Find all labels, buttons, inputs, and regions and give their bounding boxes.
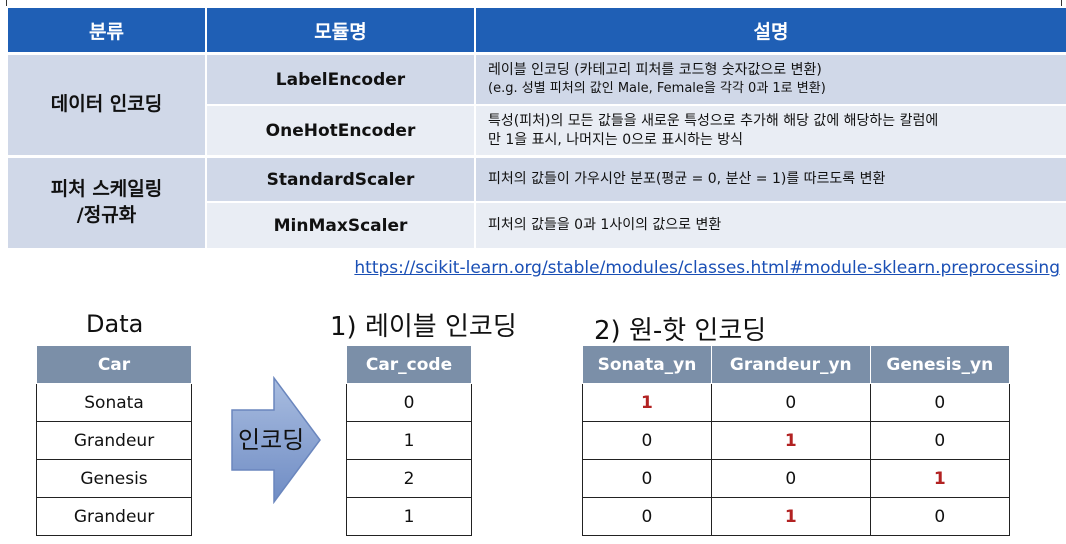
category-label: 피처 스케일링 xyxy=(50,178,163,201)
table-cell: 1 xyxy=(346,497,472,536)
table-cell: Grandeur xyxy=(36,497,192,536)
module-name: OneHotEncoder xyxy=(265,120,416,141)
header-category: 분류 xyxy=(8,8,205,52)
module-name: MinMaxScaler xyxy=(273,215,408,236)
category-label: /정규화 xyxy=(76,204,137,226)
header-module: 모듈명 xyxy=(207,8,474,52)
table-cell: 1 xyxy=(346,421,472,460)
table-row: Grandeur xyxy=(36,497,192,536)
table-cell: Sonata xyxy=(36,383,192,422)
category-label: 데이터 인코딩 xyxy=(50,93,163,116)
category-feature-scaling: 피처 스케일링 /정규화 xyxy=(8,158,205,248)
table-row: 1 xyxy=(346,421,472,460)
right-arrow-icon xyxy=(231,376,321,504)
table-cell: 0 xyxy=(869,383,1011,422)
desc-onehotencoder: 특성(피처)의 모든 값들을 새로운 특성으로 추가해 해당 값에 해당하는 칼… xyxy=(476,106,1066,155)
table-cell: 0 xyxy=(582,421,712,460)
table-row: Genesis xyxy=(36,459,192,498)
data-title: Data xyxy=(86,310,144,338)
desc-line: (e.g. 성별 피처의 값인 Male, Female을 각각 0과 1로 변… xyxy=(488,81,826,97)
table-cell: 0 xyxy=(710,383,871,422)
onehot-encoding-title: 2) 원-핫 인코딩 xyxy=(594,316,767,346)
table-cell: 1 xyxy=(869,459,1011,498)
desc-line: 피처의 값들이 가우시안 분포(평균 = 0, 분산 = 1)를 따르도록 변환 xyxy=(488,171,886,188)
table-row: Grandeur xyxy=(36,421,192,460)
table-cell: 0 xyxy=(710,459,871,498)
data-table: Car Sonata Grandeur Genesis Grandeur xyxy=(36,345,192,536)
module-name: LabelEncoder xyxy=(275,69,406,90)
table-row: 2 xyxy=(346,459,472,498)
module-name: StandardScaler xyxy=(266,169,415,190)
desc-line: 레이블 인코딩 (카테고리 피처를 코드형 숫자값으로 변환) xyxy=(488,62,822,79)
onehot-header: Grandeur_yn xyxy=(710,345,871,384)
label-encoding-table: Car_code 0 1 2 1 xyxy=(346,345,472,536)
label-encoding-title: 1) 레이블 인코딩 xyxy=(330,312,517,342)
header-description: 설명 xyxy=(476,8,1066,52)
table-row: Sonata xyxy=(36,383,192,422)
desc-standardscaler: 피처의 값들이 가우시안 분포(평균 = 0, 분산 = 1)를 따르도록 변환 xyxy=(476,158,1066,201)
data-header: Car xyxy=(36,345,192,384)
table-cell: 1 xyxy=(710,421,871,460)
table-row: 0 xyxy=(346,383,472,422)
table-row: 1 xyxy=(346,497,472,536)
table-cell: Grandeur xyxy=(36,421,192,460)
desc-line: 특성(피처)의 모든 값들을 새로운 특성으로 추가해 해당 값에 해당하는 칼… xyxy=(488,112,939,129)
table-row: 1 0 0 xyxy=(582,383,1011,422)
desc-labelencoder: 레이블 인코딩 (카테고리 피처를 코드형 숫자값으로 변환) (e.g. 성별… xyxy=(476,55,1066,104)
desc-line: 피처의 값들을 0과 1사이의 값으로 변환 xyxy=(488,217,722,234)
table-cell: 0 xyxy=(869,421,1011,460)
top-border xyxy=(6,0,1062,6)
arrow-label: 인코딩 xyxy=(238,426,305,454)
sklearn-preprocessing-link[interactable]: https://scikit-learn.org/stable/modules/… xyxy=(354,258,1060,278)
label-header: Car_code xyxy=(346,345,472,384)
onehot-header: Genesis_yn xyxy=(869,345,1011,384)
module-minmaxscaler: MinMaxScaler xyxy=(207,203,474,248)
preprocessing-reference-table: 분류 모듈명 설명 데이터 인코딩 LabelEncoder 레이블 인코딩 (… xyxy=(8,8,1066,248)
table-cell: 0 xyxy=(582,497,712,536)
table-cell: 1 xyxy=(710,497,871,536)
table-row: 0 1 0 xyxy=(582,497,1011,536)
onehot-header: Sonata_yn xyxy=(582,345,712,384)
table-cell: 0 xyxy=(582,459,712,498)
module-onehotencoder: OneHotEncoder xyxy=(207,106,474,155)
onehot-encoding-table: Sonata_yn Grandeur_yn Genesis_yn 1 0 0 0… xyxy=(582,345,1011,536)
category-data-encoding: 데이터 인코딩 xyxy=(8,55,205,155)
table-cell: 0 xyxy=(346,383,472,422)
table-row: 0 0 1 xyxy=(582,459,1011,498)
table-cell: Genesis xyxy=(36,459,192,498)
table-row: 0 1 0 xyxy=(582,421,1011,460)
table-cell: 2 xyxy=(346,459,472,498)
desc-line: 만 1을 표시, 나머지는 0으로 표시하는 방식 xyxy=(488,131,744,148)
table-cell: 1 xyxy=(582,383,712,422)
module-labelencoder: LabelEncoder xyxy=(207,55,474,104)
table-cell: 0 xyxy=(869,497,1011,536)
module-standardscaler: StandardScaler xyxy=(207,158,474,201)
desc-minmaxscaler: 피처의 값들을 0과 1사이의 값으로 변환 xyxy=(476,203,1066,248)
